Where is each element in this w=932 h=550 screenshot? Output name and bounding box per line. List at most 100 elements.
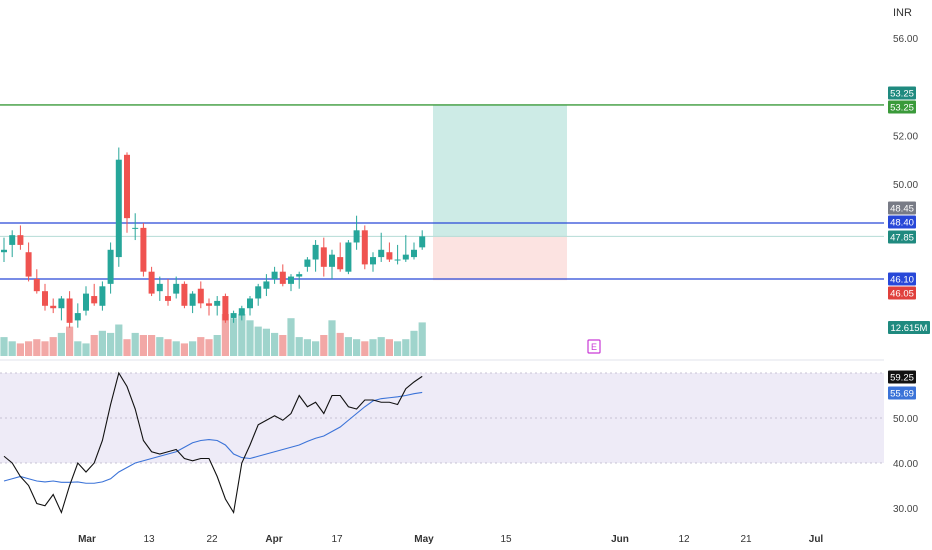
rsi-tick-label: 30.00 xyxy=(893,504,918,515)
candle-body xyxy=(394,259,401,261)
price-labels: 53.25 53.25 48.45 48.40 47.85 46.10 46.05 12.61… xyxy=(888,86,930,400)
candle-body xyxy=(238,308,245,316)
volume-bar xyxy=(287,318,295,356)
volume-bar xyxy=(164,339,172,356)
time-tick-label: 15 xyxy=(500,534,512,545)
candle-body xyxy=(222,296,229,321)
volume-bar xyxy=(82,343,90,356)
price-tag: 48.45 xyxy=(890,204,914,215)
candle-body xyxy=(197,288,204,304)
volume-bar xyxy=(33,339,41,356)
time-tick-label: Mar xyxy=(78,534,96,545)
volume-bar xyxy=(0,337,8,356)
volume-bar xyxy=(123,339,131,356)
volume-bar xyxy=(25,341,33,356)
price-tag-bg xyxy=(888,201,916,215)
volume-bar xyxy=(41,341,49,356)
candle-body xyxy=(181,283,188,306)
candle-body xyxy=(337,257,344,270)
volume-bar xyxy=(394,341,402,356)
volume-bar xyxy=(262,328,270,356)
time-tick-label: Apr xyxy=(265,534,282,545)
candle-body xyxy=(33,279,40,292)
earnings-icon: E xyxy=(591,342,597,352)
volume-bar xyxy=(369,339,377,356)
rsi-value-tag: 59.25 xyxy=(890,373,914,384)
volume-bar xyxy=(353,339,361,356)
candle-body xyxy=(361,230,368,265)
earnings-marker[interactable]: E xyxy=(587,339,601,354)
candle-body xyxy=(66,298,73,323)
profit-zone[interactable] xyxy=(433,104,567,237)
price-axis[interactable]: 56.00 52.00 50.00 50.00 40.00 30.00 xyxy=(893,34,918,515)
horizontal-levels[interactable] xyxy=(0,104,884,280)
candle-body xyxy=(99,286,106,306)
volume-bar xyxy=(238,314,246,356)
candle-body xyxy=(419,236,426,248)
volume-bar xyxy=(410,330,418,356)
volume-bar xyxy=(148,335,156,356)
volume-bar xyxy=(271,332,279,356)
candle-body xyxy=(263,281,270,289)
volume-bar xyxy=(172,341,180,356)
time-tick-label: 13 xyxy=(143,534,155,545)
price-tag-bg xyxy=(888,272,916,286)
candle-body xyxy=(247,298,253,309)
volume-bar xyxy=(361,341,369,356)
volume-bar xyxy=(205,339,213,356)
price-tag-bg xyxy=(888,230,916,244)
candle-body xyxy=(402,254,409,260)
volume-bar xyxy=(402,339,410,356)
time-tick-label: 12 xyxy=(678,534,690,545)
volume-bar xyxy=(98,330,106,356)
time-tick-label: 22 xyxy=(206,534,218,545)
candle-body xyxy=(42,291,48,306)
candle-body xyxy=(304,259,311,267)
volume-bar xyxy=(221,314,229,356)
volume-bar xyxy=(49,337,57,356)
price-tag-bg xyxy=(888,86,916,100)
volume-bar xyxy=(131,332,139,356)
price-tag: 53.25 xyxy=(890,103,914,114)
candle-body xyxy=(279,271,286,284)
volume-bar xyxy=(246,320,254,356)
long-position-zones[interactable] xyxy=(0,104,884,281)
volume-bar xyxy=(57,332,65,356)
candle-body xyxy=(124,154,130,219)
candle-body xyxy=(255,286,262,299)
candle-body xyxy=(1,249,7,253)
time-axis[interactable]: Mar 13 22 Apr 17 May 15 Jun 12 21 Jul xyxy=(78,534,823,545)
candle-body xyxy=(74,313,81,321)
candle-body xyxy=(386,252,393,260)
volume-bar xyxy=(320,335,328,356)
candle-body xyxy=(214,300,221,306)
volume-bar xyxy=(336,332,344,356)
candle-body xyxy=(25,252,32,277)
time-tick-label: Jun xyxy=(611,534,629,545)
rsi-tick-label: 50.00 xyxy=(893,414,918,425)
candle-body xyxy=(107,249,114,284)
rsi-pane xyxy=(0,359,884,515)
price-tick-label: 50.00 xyxy=(893,180,918,191)
volume-bar xyxy=(385,339,393,356)
volume-bar xyxy=(8,341,16,356)
candle-body xyxy=(296,274,303,277)
rsi-line xyxy=(3,371,423,515)
candle-body xyxy=(320,247,327,267)
volume-bar xyxy=(254,326,262,356)
price-tag: 46.10 xyxy=(890,275,914,286)
candle-body xyxy=(50,305,57,309)
candle-body xyxy=(345,242,352,272)
time-tick-label: 17 xyxy=(331,534,343,545)
loss-zone[interactable] xyxy=(433,236,567,281)
volume-bar xyxy=(418,322,426,356)
candle-body xyxy=(288,276,294,284)
candle-body xyxy=(165,296,171,301)
candle-body xyxy=(206,303,212,306)
candle-body xyxy=(411,249,417,258)
candle-body xyxy=(83,293,89,311)
price-tag-bg xyxy=(888,100,916,114)
volume-bar xyxy=(107,332,115,356)
price-tag: 47.85 xyxy=(890,233,914,244)
